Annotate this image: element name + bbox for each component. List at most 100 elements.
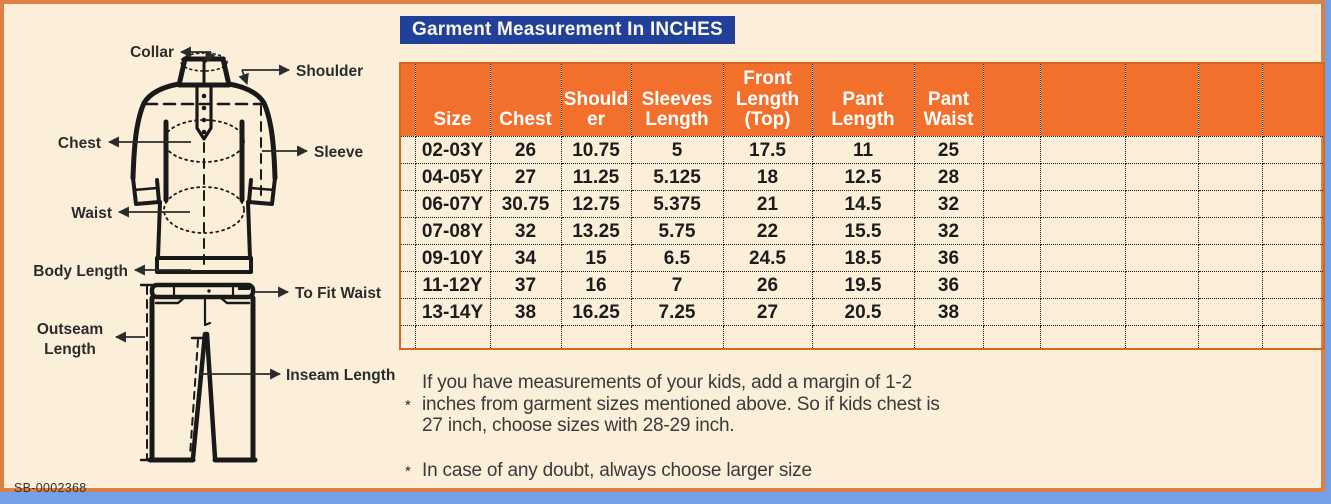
spacer-cell <box>399 136 416 164</box>
header-row: Size Chest Should er Sleeves Length Fron… <box>399 62 1325 137</box>
body-length-label: Body Length <box>33 263 128 280</box>
asterisk-bullet: * <box>405 397 411 415</box>
empty-cell <box>399 325 416 350</box>
size-cell: 04-05Y <box>414 163 491 191</box>
spacer-cell <box>399 271 416 299</box>
asterisk-bullet: * <box>405 463 411 481</box>
chest-label: Chest <box>58 135 101 152</box>
measurement-cell: 28 <box>913 163 984 191</box>
empty-cell <box>560 325 632 350</box>
size-chart-table: Size Chest Should er Sleeves Length Fron… <box>399 62 1325 350</box>
to-fit-waist-label: To Fit Waist <box>295 285 381 302</box>
empty-cell <box>1124 163 1199 191</box>
measurement-cell: 26 <box>489 136 562 164</box>
measurement-cell: 7 <box>630 271 724 299</box>
measurement-cell: 32 <box>913 217 984 245</box>
chart-title-text: Garment Measurement In INCHES <box>412 19 723 40</box>
note-item: * If you have measurements of your kids,… <box>405 372 960 437</box>
sku-code: SB-0002368 <box>14 481 87 495</box>
table-row: 06-07Y 30.75 12.75 5.375 21 14.5 32 <box>399 190 1325 218</box>
shoulder-label: Shoulder <box>296 63 363 80</box>
empty-cell <box>1261 244 1325 272</box>
measurement-cell: 12.75 <box>560 190 632 218</box>
spacer-cell <box>399 190 416 218</box>
empty-cell <box>1197 136 1263 164</box>
outseam-length-label-line2: Length <box>44 341 96 358</box>
measurement-cell: 30.75 <box>489 190 562 218</box>
table-row: 11-12Y 37 16 7 26 19.5 36 <box>399 271 1325 299</box>
empty-cell <box>1197 325 1263 350</box>
outseam-length-label-line1: Outseam <box>37 321 103 338</box>
column-header-spacer <box>399 62 416 137</box>
empty-cell <box>1197 271 1263 299</box>
empty-cell <box>1039 244 1126 272</box>
measurement-cell: 19.5 <box>811 271 915 299</box>
table-row-empty <box>399 325 1325 350</box>
empty-cell <box>1261 271 1325 299</box>
empty-cell <box>982 217 1041 245</box>
measurement-cell: 38 <box>913 298 984 326</box>
shoulder-arrow-elbow <box>238 69 249 86</box>
spacer-cell <box>399 163 416 191</box>
measurement-cell: 27 <box>722 298 813 326</box>
empty-cell <box>1261 217 1325 245</box>
column-header-shoulder: Should er <box>560 62 632 137</box>
empty-cell <box>1124 190 1199 218</box>
empty-cell <box>982 163 1041 191</box>
empty-cell <box>1124 298 1199 326</box>
table-row: 13-14Y 38 16.25 7.25 27 20.5 38 <box>399 298 1325 326</box>
empty-cell <box>489 325 562 350</box>
collar-label: Collar <box>130 44 174 61</box>
size-cell: 07-08Y <box>414 217 491 245</box>
column-header-size: Size <box>414 62 491 137</box>
inseam-length-label: Inseam Length <box>286 367 395 384</box>
measurement-cell: 6.5 <box>630 244 724 272</box>
empty-cell <box>1039 217 1126 245</box>
measurement-cell: 14.5 <box>811 190 915 218</box>
empty-cell <box>982 190 1041 218</box>
column-header-empty <box>1197 62 1263 137</box>
empty-cell <box>1261 163 1325 191</box>
waist-label: Waist <box>71 205 112 222</box>
table-row: 02-03Y 26 10.75 5 17.5 11 25 <box>399 136 1325 164</box>
measurement-cell: 5.75 <box>630 217 724 245</box>
empty-cell <box>1261 136 1325 164</box>
measurement-cell: 7.25 <box>630 298 724 326</box>
note-text: If you have measurements of your kids, a… <box>422 372 940 436</box>
diagram-labels: Collar Shoulder Chest Sleeve Waist Body … <box>33 44 395 384</box>
measurement-cell: 26 <box>722 271 813 299</box>
table-row: 07-08Y 32 13.25 5.75 22 15.5 32 <box>399 217 1325 245</box>
empty-cell <box>982 325 1041 350</box>
empty-cell <box>1124 136 1199 164</box>
empty-cell <box>1261 298 1325 326</box>
empty-cell <box>1124 217 1199 245</box>
column-header-pant-length: Pant Length <box>811 62 915 137</box>
measurement-cell: 11 <box>811 136 915 164</box>
garment-diagram: Collar Shoulder Chest Sleeve Waist Body … <box>33 44 395 463</box>
column-header-chest: Chest <box>489 62 562 137</box>
measurement-cell: 11.25 <box>560 163 632 191</box>
measurement-cell: 13.25 <box>560 217 632 245</box>
empty-cell <box>1124 271 1199 299</box>
size-cell: 11-12Y <box>414 271 491 299</box>
column-header-empty <box>1039 62 1126 137</box>
empty-cell <box>1039 325 1126 350</box>
measurement-cell: 32 <box>913 190 984 218</box>
empty-cell <box>1197 190 1263 218</box>
column-header-pant-waist: Pant Waist <box>913 62 984 137</box>
size-cell: 02-03Y <box>414 136 491 164</box>
measurement-cell: 5 <box>630 136 724 164</box>
measurement-cell: 17.5 <box>722 136 813 164</box>
collar-arrow-elbow <box>205 50 216 63</box>
size-cell: 09-10Y <box>414 244 491 272</box>
column-header-front-length: Front Length (Top) <box>722 62 813 137</box>
measurement-cell: 5.375 <box>630 190 724 218</box>
empty-cell <box>414 325 491 350</box>
measurement-cell: 22 <box>722 217 813 245</box>
table-row: 04-05Y 27 11.25 5.125 18 12.5 28 <box>399 163 1325 191</box>
measurement-cell: 18 <box>722 163 813 191</box>
empty-cell <box>1039 190 1126 218</box>
measurement-cell: 16 <box>560 271 632 299</box>
measurement-cell: 5.125 <box>630 163 724 191</box>
empty-cell <box>982 271 1041 299</box>
